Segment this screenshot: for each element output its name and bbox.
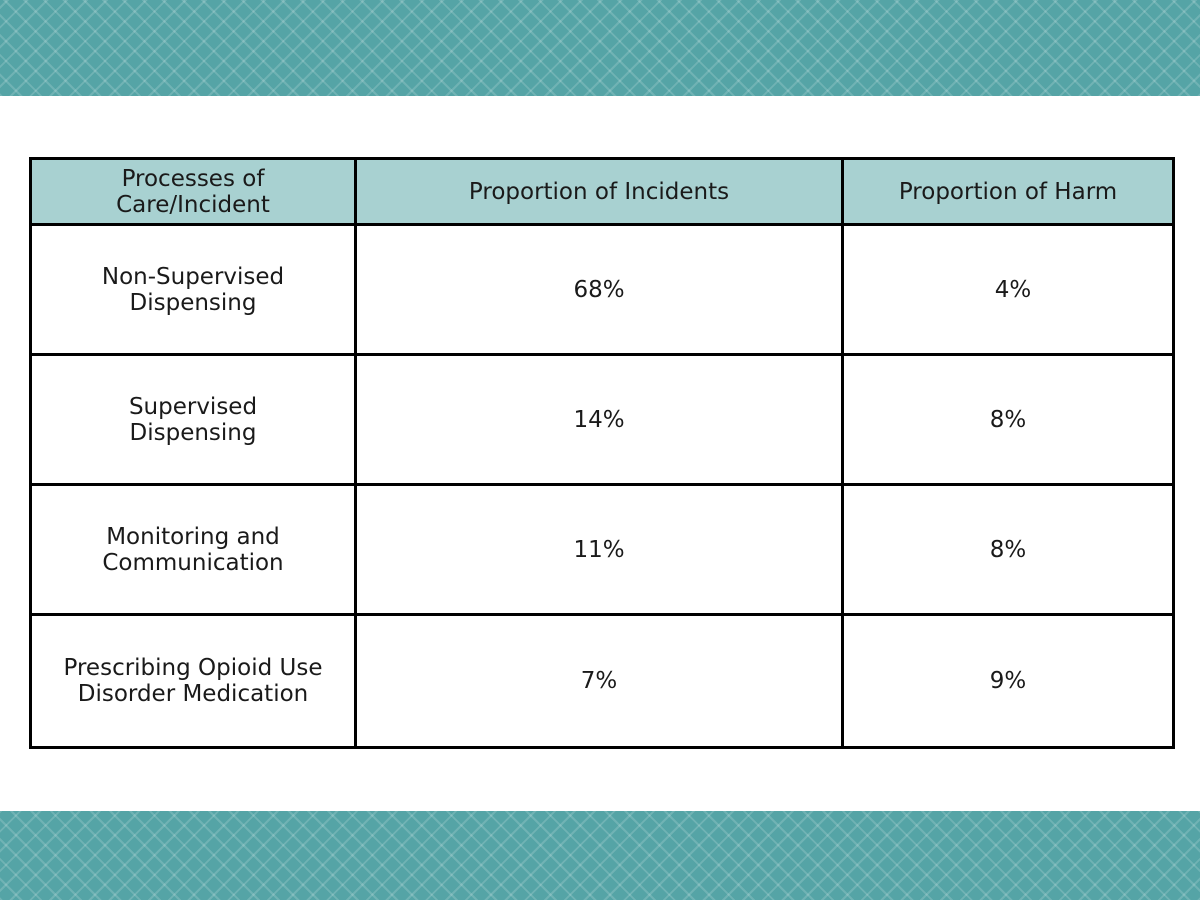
row-process-cell: Non-Supervised Dispensing xyxy=(29,223,357,356)
table-row: Supervised Dispensing 14% 8% xyxy=(29,353,1175,486)
header-process-label: Processes of Care/Incident xyxy=(116,165,270,218)
row-harm-cell: 9% xyxy=(841,613,1175,749)
row-process-cell: Monitoring and Communication xyxy=(29,483,357,616)
row-process-cell: Prescribing Opioid Use Disorder Medicati… xyxy=(29,613,357,749)
row-harm-value: 4% xyxy=(994,276,1032,303)
row-process-label: Supervised Dispensing xyxy=(128,393,258,446)
table-row: Monitoring and Communication 11% 8% xyxy=(29,483,1175,616)
row-incidents-value: 7% xyxy=(580,668,618,694)
header-harm: Proportion of Harm xyxy=(841,157,1175,226)
row-harm-cell: 8% xyxy=(841,483,1175,616)
row-harm-value: 8% xyxy=(989,536,1027,563)
header-incidents: Proportion of Incidents xyxy=(354,157,844,226)
row-process-label: Monitoring and Communication xyxy=(102,523,284,576)
row-harm-value: 9% xyxy=(989,668,1027,694)
row-process-label: Non-Supervised Dispensing xyxy=(101,263,285,316)
row-incidents-value: 68% xyxy=(573,276,625,303)
decorative-chevron-band-top xyxy=(0,0,1200,96)
table-row: Non-Supervised Dispensing 68% 4% xyxy=(29,223,1175,356)
row-incidents-value: 11% xyxy=(573,536,625,563)
row-process-label: Prescribing Opioid Use Disorder Medicati… xyxy=(63,655,323,707)
row-incidents-cell: 68% xyxy=(354,223,844,356)
table-header-row: Processes of Care/Incident Proportion of… xyxy=(29,157,1175,226)
row-harm-cell: 4% xyxy=(841,223,1175,356)
row-incidents-cell: 7% xyxy=(354,613,844,749)
row-incidents-cell: 11% xyxy=(354,483,844,616)
header-process: Processes of Care/Incident xyxy=(29,157,357,226)
header-harm-label: Proportion of Harm xyxy=(898,178,1118,205)
header-incidents-label: Proportion of Incidents xyxy=(468,178,730,205)
row-process-cell: Supervised Dispensing xyxy=(29,353,357,486)
row-incidents-value: 14% xyxy=(573,406,625,433)
row-harm-value: 8% xyxy=(989,406,1027,433)
table-row: Prescribing Opioid Use Disorder Medicati… xyxy=(29,613,1175,749)
row-harm-cell: 8% xyxy=(841,353,1175,486)
incident-proportions-table: Processes of Care/Incident Proportion of… xyxy=(29,157,1175,749)
row-incidents-cell: 14% xyxy=(354,353,844,486)
decorative-chevron-band-bottom xyxy=(0,811,1200,900)
